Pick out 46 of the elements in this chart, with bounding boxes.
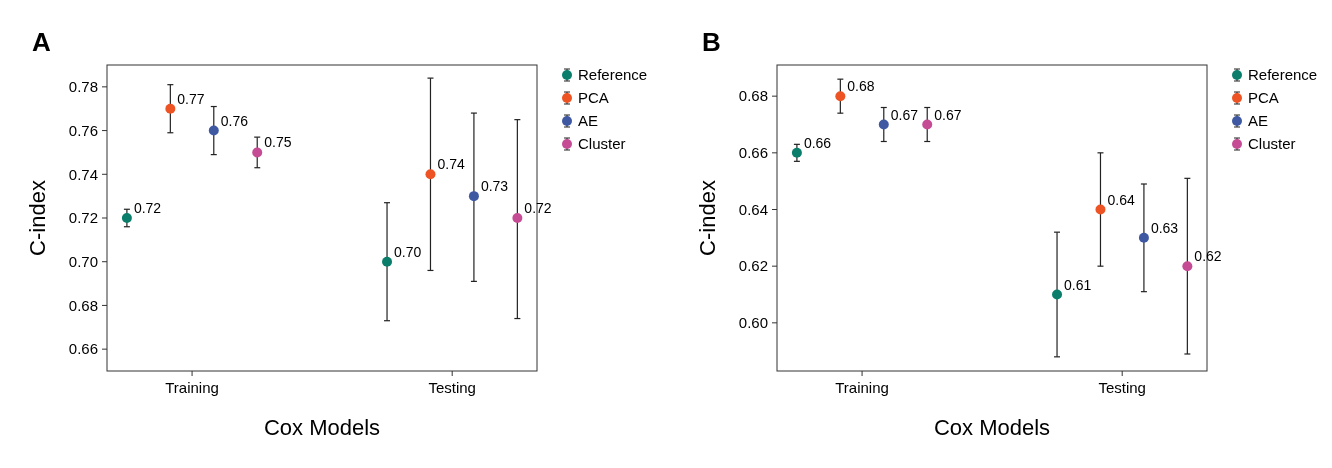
x-axis-title: Cox Models [933, 415, 1051, 440]
legend-label: Cluster [1248, 135, 1296, 153]
chart-title: A [32, 27, 51, 57]
data-label: 0.67 [890, 106, 919, 123]
legend-label: Cluster [578, 135, 626, 153]
y-tick-label: 0.76 [68, 121, 98, 139]
y-tick-label: 0.70 [68, 252, 98, 270]
data-label: 0.61 [1064, 276, 1092, 293]
data-label: 0.64 [1107, 191, 1135, 208]
data-label: 0.72 [133, 200, 162, 216]
data-label: 0.70 [394, 243, 422, 260]
y-tick-label: 0.74 [68, 165, 98, 183]
y-tick-label: 0.68 [738, 87, 768, 105]
y-tick-label: 0.68 [68, 296, 98, 314]
legend-label: AE [1248, 112, 1269, 130]
data-label: 0.77 [177, 90, 205, 107]
data-label: 0.62 [1194, 248, 1222, 265]
y-axis-title: C-index [25, 180, 50, 256]
x-axis-title: Cox Models [263, 415, 381, 440]
chart-title: B [702, 27, 721, 57]
y-tick-label: 0.60 [738, 314, 768, 332]
legend-label: PCA [578, 89, 609, 107]
data-label: 0.68 [847, 78, 875, 95]
data-label: 0.76 [220, 112, 249, 129]
data-label: 0.67 [934, 106, 962, 123]
x-tick-label: Training [835, 379, 889, 396]
y-tick-label: 0.64 [738, 200, 768, 218]
data-label: 0.63 [1150, 219, 1179, 236]
legend-label: Reference [1248, 66, 1318, 84]
y-tick-label: 0.72 [68, 209, 98, 227]
data-label: 0.73 [480, 178, 509, 195]
legend-label: Reference [578, 66, 648, 84]
legend-label: AE [578, 112, 599, 130]
data-label: 0.74 [437, 156, 465, 173]
data-label: 0.72 [524, 200, 552, 216]
legend-label: PCA [1248, 89, 1279, 107]
y-tick-label: 0.66 [68, 340, 98, 358]
x-tick-label: Testing [1098, 379, 1146, 396]
y-tick-label: 0.66 [738, 144, 768, 162]
x-tick-label: Training [165, 379, 219, 396]
data-label: 0.75 [264, 134, 292, 151]
x-tick-label: Testing [428, 379, 476, 396]
y-tick-label: 0.78 [68, 78, 98, 96]
y-tick-label: 0.62 [738, 257, 768, 275]
y-axis-title: C-index [695, 180, 720, 256]
data-label: 0.66 [803, 134, 832, 151]
